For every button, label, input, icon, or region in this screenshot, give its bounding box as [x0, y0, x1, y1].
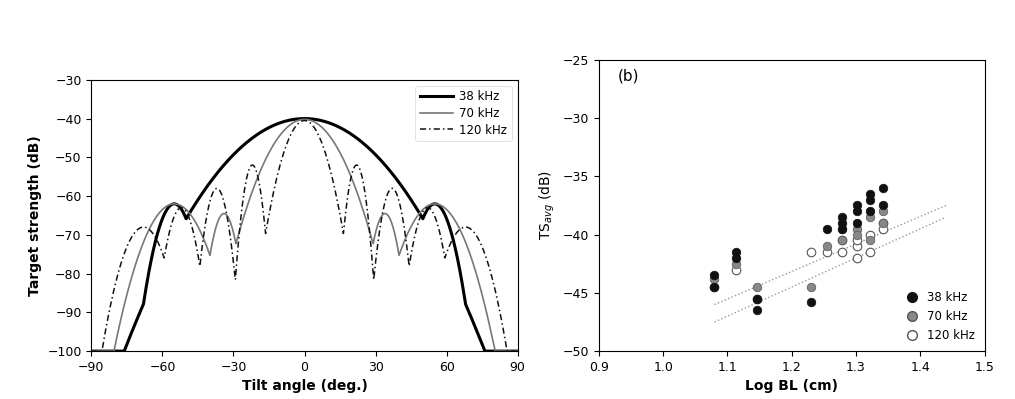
120 kHz [298, 118, 311, 123]
Point [862, 237, 878, 244]
Point [705, 276, 722, 282]
Point [749, 296, 765, 302]
Point [849, 208, 865, 215]
Point [849, 243, 865, 249]
Point [875, 185, 891, 191]
Point [834, 237, 851, 244]
Point [819, 249, 835, 255]
70 kHz [350, 189, 362, 194]
Point [705, 284, 722, 290]
70 kHz [471, 275, 483, 279]
Point [875, 208, 891, 215]
70 kHz [512, 349, 524, 354]
Y-axis label: TS$_{avg}$ (dB): TS$_{avg}$ (dB) [538, 170, 557, 241]
Point [849, 220, 865, 226]
Y-axis label: Target strength (dB): Target strength (dB) [27, 135, 42, 296]
38 kHz [512, 349, 524, 354]
Point [875, 220, 891, 226]
Point [749, 296, 765, 302]
Text: (b): (b) [618, 69, 639, 83]
Point [862, 249, 878, 255]
Point [749, 307, 765, 314]
Point [729, 267, 745, 273]
70 kHz [177, 204, 189, 209]
Point [749, 284, 765, 290]
Point [849, 237, 865, 244]
70 kHz [512, 349, 524, 354]
120 kHz [204, 197, 216, 202]
Point [875, 225, 891, 232]
38 kHz [512, 349, 524, 354]
Line: 70 kHz: 70 kHz [91, 119, 518, 351]
Point [875, 202, 891, 209]
38 kHz [177, 209, 189, 214]
Point [862, 231, 878, 238]
Point [819, 225, 835, 232]
Legend: 38 kHz, 70 kHz, 120 kHz: 38 kHz, 70 kHz, 120 kHz [896, 287, 978, 345]
70 kHz [298, 117, 311, 122]
38 kHz [350, 136, 362, 140]
Point [819, 243, 835, 249]
Line: 38 kHz: 38 kHz [91, 119, 518, 351]
Point [705, 284, 722, 290]
120 kHz [471, 235, 483, 239]
70 kHz [85, 349, 97, 354]
Point [849, 231, 865, 238]
38 kHz [298, 116, 311, 121]
Point [849, 225, 865, 232]
38 kHz [471, 330, 483, 334]
Point [705, 272, 722, 279]
Point [729, 249, 745, 255]
Point [875, 220, 891, 226]
120 kHz [512, 349, 524, 354]
38 kHz [204, 180, 216, 184]
Point [834, 220, 851, 226]
120 kHz [177, 205, 189, 210]
Point [834, 214, 851, 220]
X-axis label: Log BL (cm): Log BL (cm) [745, 379, 838, 393]
Point [729, 255, 745, 261]
38 kHz [85, 349, 97, 354]
Point [862, 214, 878, 220]
120 kHz [512, 349, 524, 354]
Point [834, 225, 851, 232]
Point [729, 261, 745, 267]
120 kHz [350, 163, 362, 168]
Point [862, 191, 878, 197]
Point [834, 249, 851, 255]
Point [849, 255, 865, 261]
Point [834, 237, 851, 244]
Line: 120 kHz: 120 kHz [91, 120, 518, 351]
Point [803, 299, 819, 305]
38 kHz [343, 130, 355, 135]
Point [803, 249, 819, 255]
Point [862, 196, 878, 203]
70 kHz [204, 251, 216, 255]
X-axis label: Tilt angle (deg.): Tilt angle (deg.) [242, 379, 367, 393]
120 kHz [343, 184, 355, 189]
Point [803, 284, 819, 290]
Legend: 38 kHz, 70 kHz, 120 kHz: 38 kHz, 70 kHz, 120 kHz [415, 86, 512, 141]
70 kHz [343, 170, 355, 175]
Point [849, 202, 865, 209]
120 kHz [85, 349, 97, 354]
Point [862, 208, 878, 215]
Point [834, 225, 851, 232]
